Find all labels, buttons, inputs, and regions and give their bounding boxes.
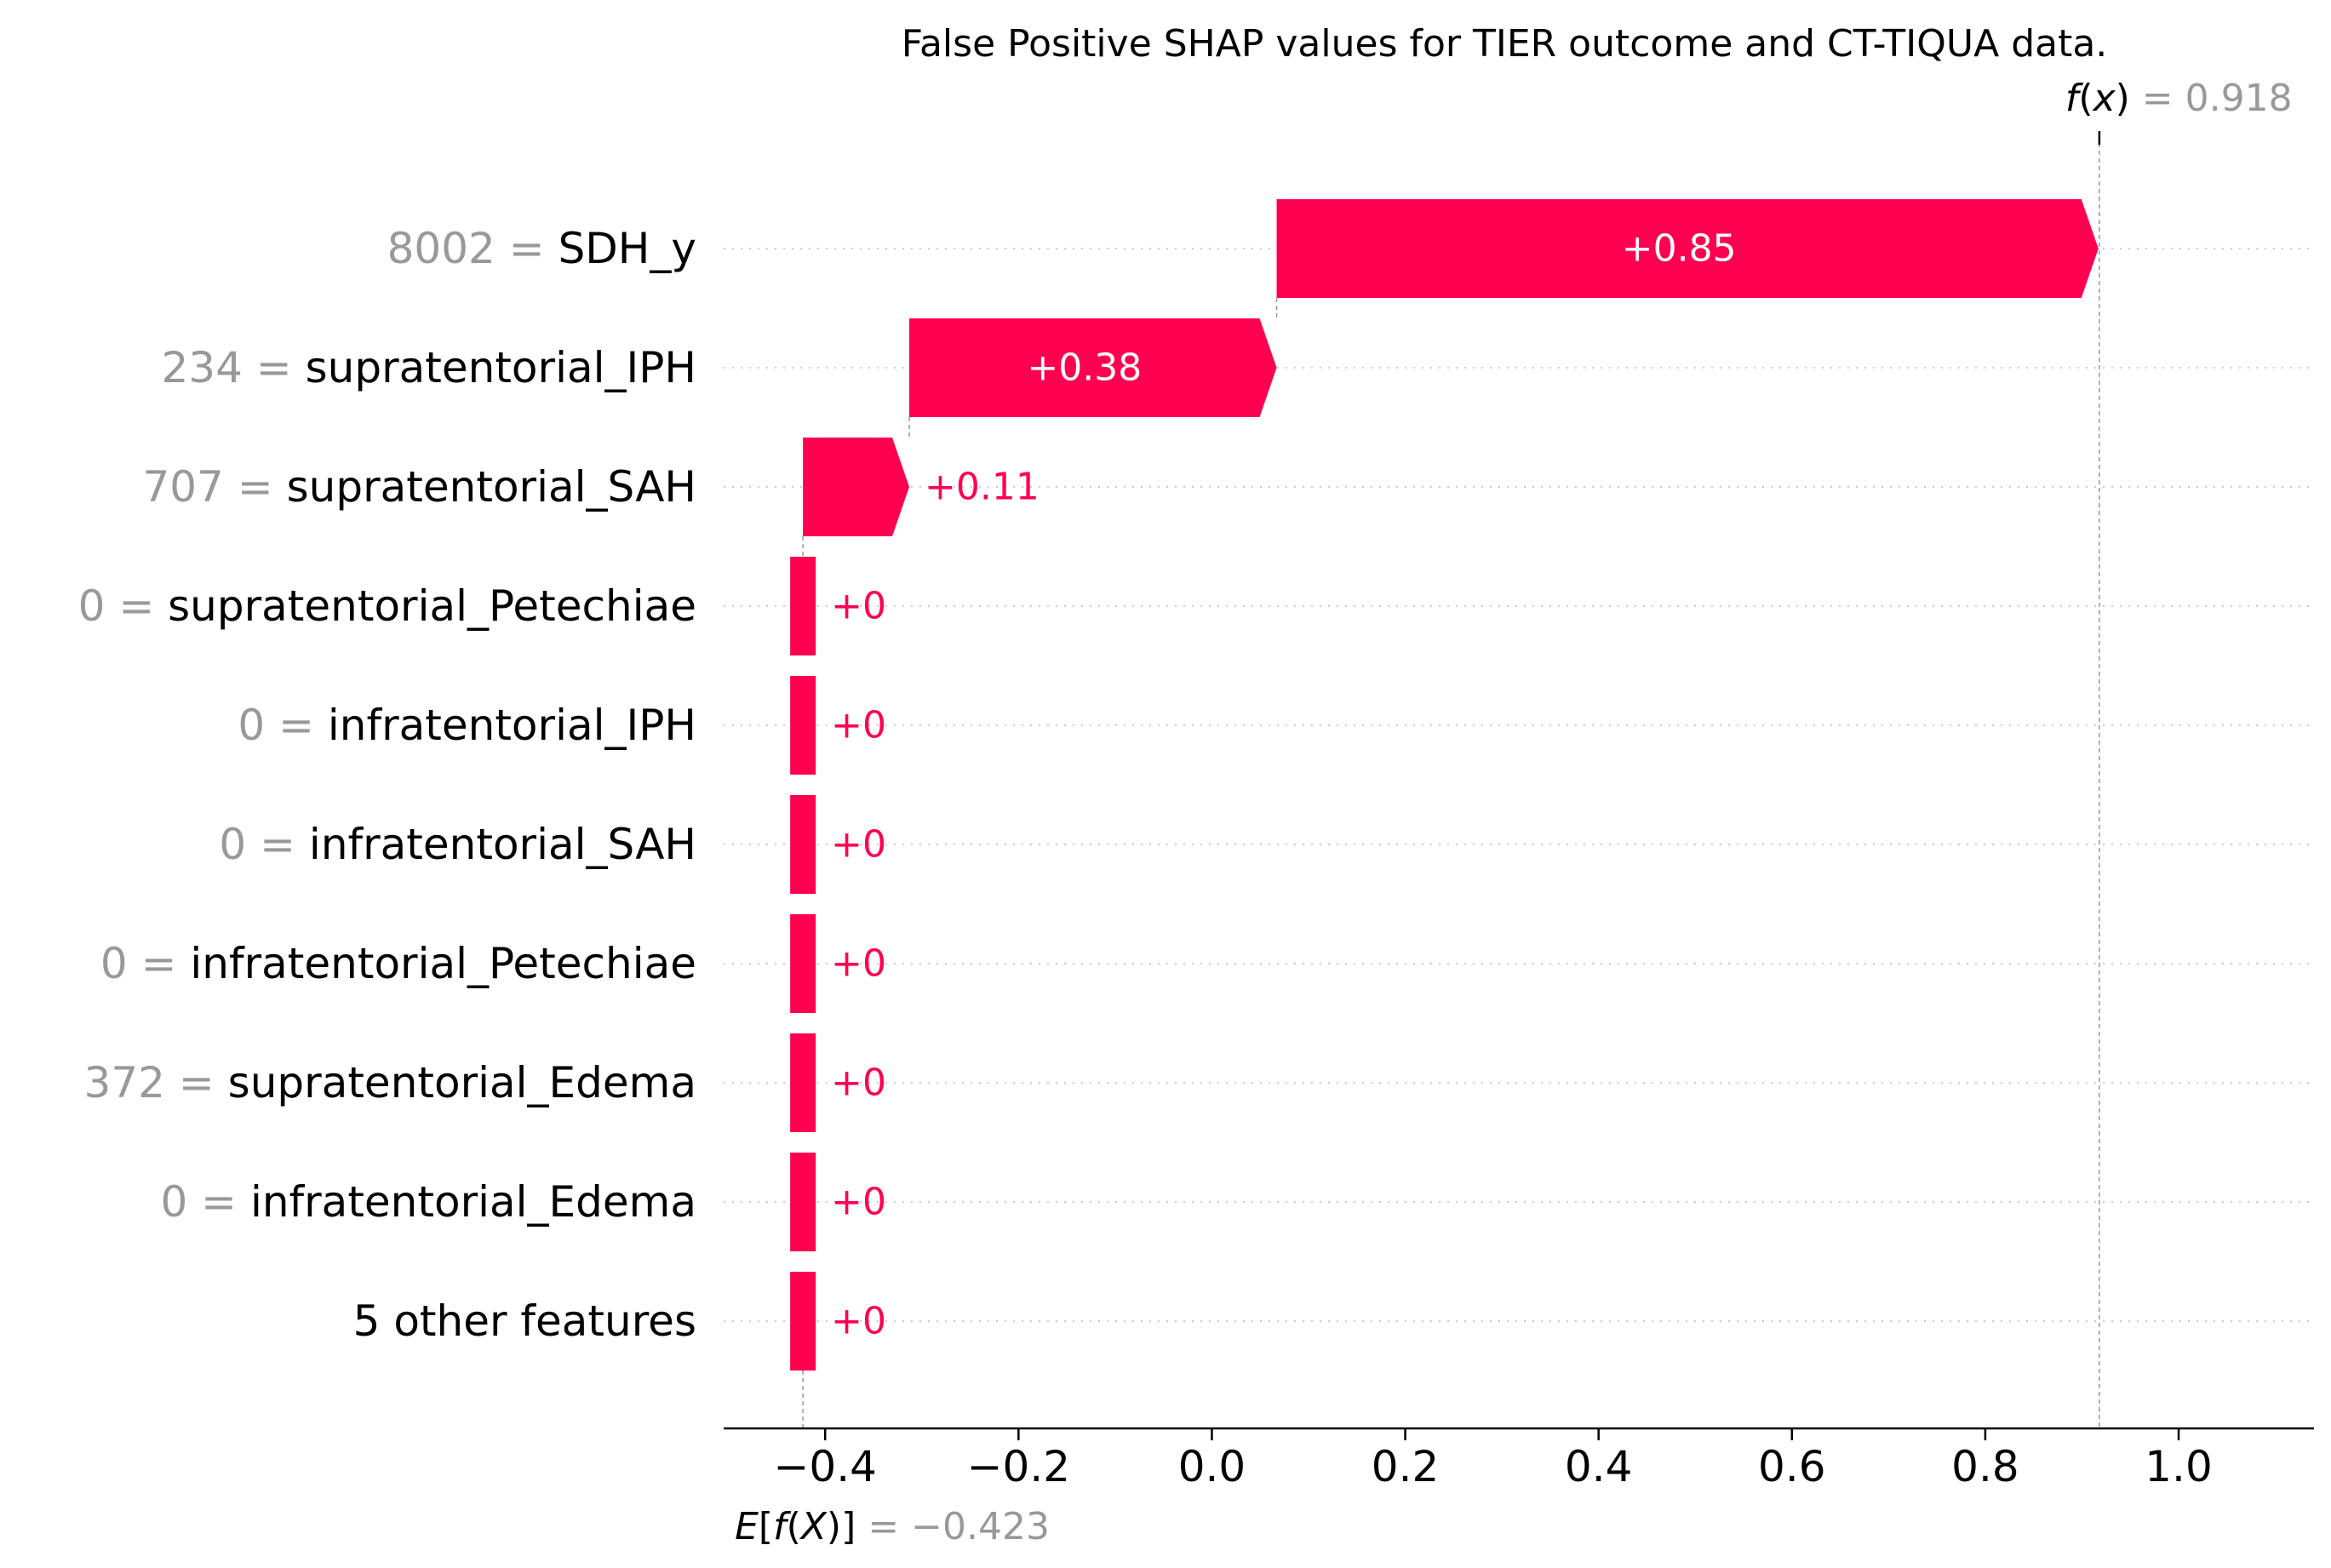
x-tick-label: 0.6 bbox=[1758, 1442, 1826, 1491]
feature-label: 0 = infratentorial_IPH bbox=[238, 701, 696, 750]
x-tick-label: −0.4 bbox=[774, 1442, 877, 1491]
x-tick-label: 0.4 bbox=[1565, 1442, 1633, 1491]
bar-5 other features bbox=[790, 1272, 816, 1371]
feature-label: 8002 = SDH_y bbox=[387, 224, 696, 273]
feature-label: 0 = infratentorial_Edema bbox=[160, 1177, 696, 1227]
feature-name: SDH_y bbox=[558, 224, 696, 273]
x-tick-label: 0.2 bbox=[1372, 1442, 1440, 1491]
contribution-label: +0 bbox=[831, 942, 886, 986]
feature-value: 8002 = bbox=[387, 224, 558, 273]
base-value-annotation: E[f(X)] = −0.423 bbox=[735, 1505, 1050, 1548]
feature-name: infratentorial_Edema bbox=[250, 1177, 696, 1227]
contribution-label: +0 bbox=[831, 1181, 886, 1224]
feature-name: infratentorial_SAH bbox=[309, 820, 696, 869]
feature-name: infratentorial_Petechiae bbox=[190, 939, 696, 988]
feature-value: 0 = bbox=[100, 939, 191, 988]
x-tick-label: 0.0 bbox=[1178, 1442, 1246, 1491]
contribution-label: +0.38 bbox=[1027, 346, 1142, 390]
bar-supratentorial_SAH bbox=[803, 438, 910, 536]
contribution-label: +0.11 bbox=[925, 466, 1040, 509]
contribution-label: +0.85 bbox=[1622, 227, 1737, 271]
chart-title: False Positive SHAP values for TIER outc… bbox=[902, 22, 2108, 66]
contribution-label: +0 bbox=[831, 1062, 886, 1105]
reference-lines bbox=[802, 143, 2100, 1428]
feature-value: 0 = bbox=[78, 581, 169, 631]
feature-value: 0 = bbox=[238, 701, 328, 750]
feature-label: 707 = supratentorial_SAH bbox=[143, 462, 697, 512]
feature-value: 0 = bbox=[160, 1177, 250, 1227]
feature-name: supratentorial_SAH bbox=[287, 462, 696, 512]
feature-label: 0 = infratentorial_Petechiae bbox=[100, 939, 696, 988]
bar-supratentorial_Petechiae bbox=[790, 557, 816, 655]
feature-label: 0 = supratentorial_Petechiae bbox=[78, 581, 696, 631]
feature-label: 372 = supratentorial_Edema bbox=[84, 1058, 696, 1107]
feature-name: infratentorial_IPH bbox=[328, 701, 696, 750]
contribution-label: +0 bbox=[831, 823, 886, 867]
contribution-label: +0 bbox=[831, 1300, 886, 1343]
output-value-annotation: f(x) = 0.918 bbox=[2065, 77, 2293, 120]
feature-value: 234 = bbox=[161, 343, 305, 392]
feature-value: 0 = bbox=[219, 820, 309, 869]
bar-supratentorial_IPH bbox=[909, 318, 1277, 417]
bar-infratentorial_Edema bbox=[790, 1153, 816, 1251]
bar-infratentorial_Petechiae bbox=[790, 914, 816, 1013]
x-axis: −0.4 −0.2 0.0 0.2 0.4 0.6 0.8 1.0 bbox=[724, 131, 2314, 1491]
feature-label: 5 other features bbox=[353, 1296, 696, 1346]
bar-infratentorial_SAH bbox=[790, 795, 816, 894]
contribution-label: +0 bbox=[831, 704, 886, 747]
feature-name: supratentorial_IPH bbox=[306, 343, 696, 392]
feature-label: 0 = infratentorial_SAH bbox=[219, 820, 696, 869]
feature-value: 707 = bbox=[143, 462, 287, 512]
feature-name: supratentorial_Petechiae bbox=[168, 581, 696, 631]
bar-infratentorial_IPH bbox=[790, 676, 816, 775]
feature-value: 372 = bbox=[84, 1058, 228, 1107]
value-annotations: +0.85 +0.38 +0.11 +0 +0 +0 +0 +0 +0 +0 f(x) = 0.91… bbox=[735, 77, 2292, 1548]
bar-supratentorial_Edema bbox=[790, 1033, 816, 1132]
x-tick-label: −0.2 bbox=[967, 1442, 1070, 1491]
bar-SDH_y bbox=[1276, 199, 2099, 298]
feature-labels: 8002 = SDH_y 234 = supratentorial_IPH 707 … bbox=[78, 224, 696, 1346]
x-tick-label: 0.8 bbox=[1951, 1442, 2019, 1491]
bars bbox=[790, 199, 2099, 1371]
feature-label: 234 = supratentorial_IPH bbox=[161, 343, 696, 392]
contribution-label: +0 bbox=[831, 585, 886, 628]
feature-name: 5 other features bbox=[353, 1296, 696, 1346]
feature-name: supratentorial_Edema bbox=[228, 1058, 696, 1107]
x-tick-label: 1.0 bbox=[2145, 1442, 2213, 1491]
